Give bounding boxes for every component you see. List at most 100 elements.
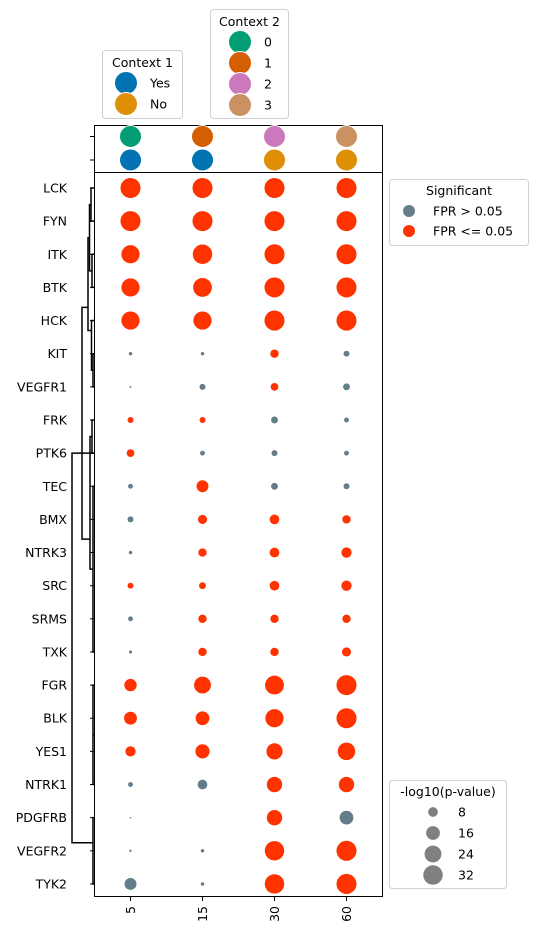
data-point [128,782,133,787]
data-point [265,709,284,728]
data-point [126,449,135,457]
significance-legend-label: FPR <= 0.05 [433,224,513,239]
data-point [344,417,349,423]
data-point [270,647,279,657]
context2-legend-label: 3 [264,98,272,113]
data-point [271,482,278,490]
data-point [120,211,141,232]
significance-legend [389,179,529,246]
data-point [199,582,206,590]
y-tick-label: SRMS [32,611,67,626]
data-point [199,417,206,423]
data-point [121,245,140,264]
data-point [266,743,283,760]
data-point [127,516,134,523]
data-point [337,742,356,761]
data-point [195,711,210,726]
context2-legend-label: 2 [264,77,272,92]
data-point [128,550,133,555]
data-point [339,810,354,825]
x-tick-label: 15 [195,906,210,922]
data-point [344,450,349,456]
data-point [264,244,285,265]
dendrogram-branch [91,253,94,289]
data-point [264,841,285,861]
dendrogram-branch [92,485,94,653]
data-point [343,383,350,391]
y-tick-label: VEGFR1 [17,379,67,394]
data-point [270,349,279,358]
data-point [270,614,279,624]
data-point [194,676,211,694]
context2-legend-swatch [228,93,252,117]
data-point [264,177,285,199]
context1-marker [263,148,286,172]
data-point [269,580,280,591]
data-point [125,746,136,757]
y-tick-label: YES1 [35,744,67,759]
size-legend-title: -log10(p-value) [400,784,495,799]
context1-legend-title: Context 1 [112,55,173,70]
data-point [264,874,285,894]
data-point [197,514,208,524]
data-point [266,776,283,793]
y-tick-label: VEGFR2 [17,843,67,858]
significance-legend-title: Significant [426,183,492,198]
significance-legend-swatch [403,225,415,237]
context2-marker [263,125,286,148]
data-point [129,385,132,388]
data-point [270,382,279,391]
data-point [121,278,140,297]
size-legend-label: 16 [458,826,474,841]
y-tick-label: FGR [41,678,67,693]
data-point [342,614,351,624]
size-legend-label: 24 [458,847,474,862]
data-point [128,351,133,356]
data-point [192,211,213,232]
data-point [336,873,357,894]
y-tick-label: ITK [47,247,67,262]
data-point [195,744,210,759]
size-legend-label: 8 [458,805,466,820]
data-point [264,211,285,232]
data-point [336,840,357,861]
dendrogram-branch [89,435,93,570]
context1-marker [191,148,214,172]
data-point [193,278,212,297]
data-point [192,244,213,265]
data-point [336,310,357,331]
x-tick-label: 30 [267,906,282,922]
size-legend-swatch [426,826,440,840]
data-point [343,350,350,357]
context2-marker [191,125,214,148]
row-dendrogram [71,187,94,885]
y-tick-label: FYN [43,214,67,229]
main-panel-frame [94,172,383,897]
data-point [121,311,140,330]
context1-marker [119,148,142,172]
size-legend-label: 32 [458,868,474,883]
data-point [336,211,357,232]
data-point [264,310,285,331]
data-point [127,417,134,423]
y-tick-label: HCK [41,313,68,328]
data-point [192,177,213,199]
data-point [336,675,357,696]
context1-legend-label: No [150,97,167,112]
context2-legend-swatch [228,51,252,75]
y-tick-label: TXK [42,644,68,659]
y-tick-label: BLK [43,711,68,726]
dendrogram-branch [90,187,94,222]
data-point [341,547,352,558]
data-point [128,616,133,622]
y-tick-label: PTK6 [36,446,67,461]
significance-legend-label: FPR > 0.05 [433,204,503,219]
context1-marker [335,148,358,172]
data-point [200,849,205,853]
y-tick-label: PDGFRB [16,810,67,825]
x-tick-label: 5 [123,906,138,914]
context2-legend-title: Context 2 [219,14,280,29]
y-tick-label: TYK2 [35,876,67,891]
context1-legend-swatch [114,71,138,95]
